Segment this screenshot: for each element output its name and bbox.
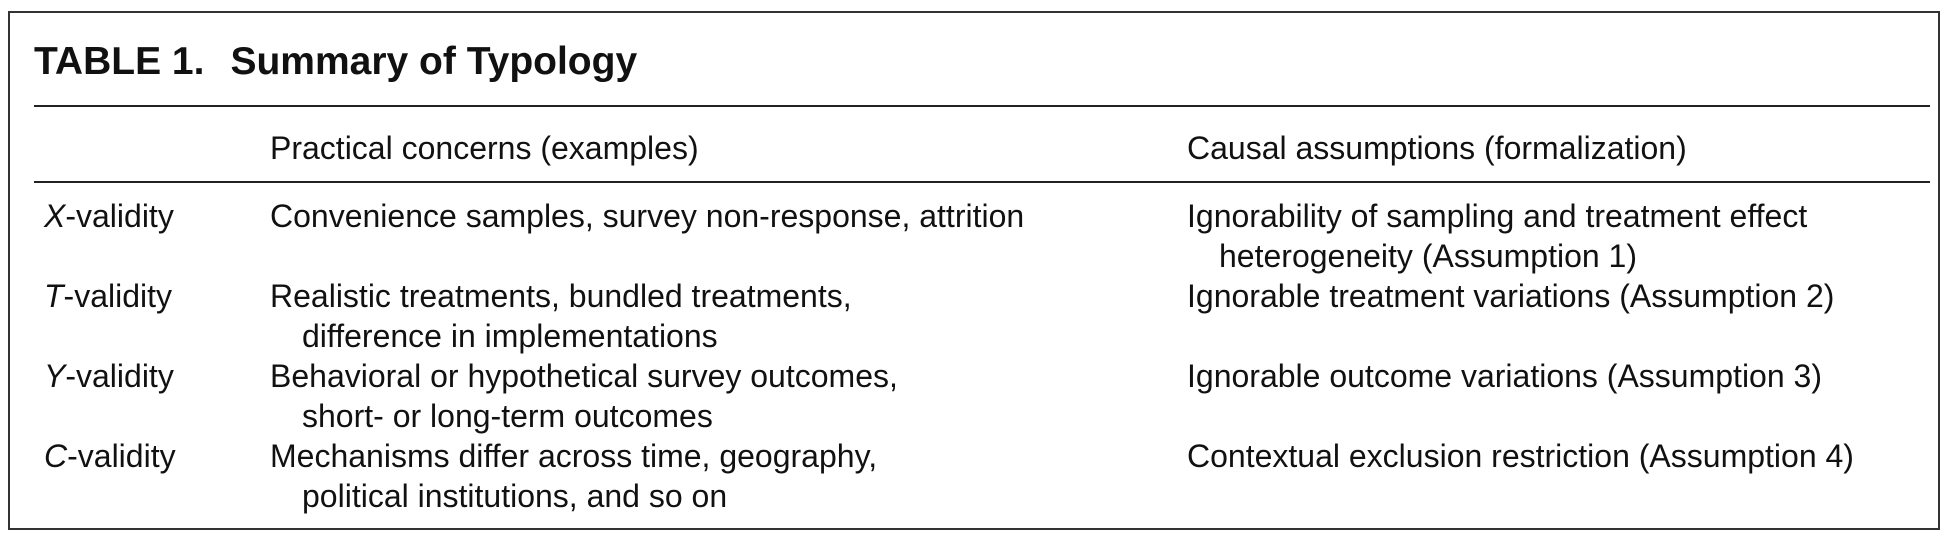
- assumption-line-1: Ignorability of sampling and treatment e…: [1187, 198, 1808, 234]
- concerns-line-2: short- or long-term outcomes: [302, 398, 713, 434]
- row-label-suffix: -validity: [63, 278, 173, 314]
- concerns-line-2: political institutions, and so on: [302, 478, 728, 514]
- row-label-suffix: -validity: [65, 198, 174, 234]
- table-title: TABLE 1. Summary of Typology: [34, 39, 637, 86]
- row-label: T-validity: [44, 276, 172, 316]
- row-label: C-validity: [44, 436, 176, 476]
- row-concerns: Mechanisms differ across time, geography…: [270, 436, 877, 516]
- row-label-letter: T: [44, 278, 64, 314]
- top-rule: [34, 105, 1930, 107]
- row-assumption: Ignorable treatment variations (Assumpti…: [1187, 276, 1834, 316]
- concerns-line-1: Behavioral or hypothetical survey outcom…: [270, 358, 898, 394]
- header-practical-concerns: Practical concerns (examples): [270, 130, 699, 166]
- concerns-line-1: Mechanisms differ across time, geography…: [270, 438, 878, 474]
- header-causal-assumptions: Causal assumptions (formalization): [1187, 130, 1687, 166]
- table-frame: TABLE 1. Summary of Typology Practical co…: [8, 11, 1940, 530]
- row-label: Y-validity: [44, 356, 174, 396]
- concerns-line-1: Convenience samples, survey non-response…: [270, 198, 1025, 234]
- row-concerns: Realistic treatments, bundled treatments…: [270, 276, 852, 356]
- row-label-suffix: -validity: [65, 358, 174, 394]
- row-assumption: Ignorable outcome variations (Assumption…: [1187, 356, 1822, 396]
- row-label: X-validity: [44, 196, 174, 236]
- row-assumption: Contextual exclusion restriction (Assump…: [1187, 436, 1854, 476]
- assumption-line-1: Contextual exclusion restriction (Assump…: [1187, 438, 1854, 474]
- concerns-line-1: Realistic treatments, bundled treatments…: [270, 278, 852, 314]
- row-label-letter: Y: [44, 358, 66, 394]
- assumption-line-2: heterogeneity (Assumption 1): [1219, 238, 1637, 274]
- row-label-letter: X: [44, 198, 66, 234]
- concerns-line-2: difference in implementations: [302, 318, 718, 354]
- table-title-text: Summary of Typology: [230, 40, 638, 83]
- row-assumption: Ignorability of sampling and treatment e…: [1187, 196, 1807, 276]
- assumption-line-1: Ignorable treatment variations (Assumpti…: [1187, 278, 1835, 314]
- header-rule: [34, 181, 1930, 183]
- table-number: TABLE 1.: [34, 40, 205, 83]
- row-label-letter: C: [44, 438, 68, 474]
- row-concerns: Convenience samples, survey non-response…: [270, 196, 1024, 236]
- assumption-line-1: Ignorable outcome variations (Assumption…: [1187, 358, 1822, 394]
- row-concerns: Behavioral or hypothetical survey outcom…: [270, 356, 898, 436]
- row-label-suffix: -validity: [67, 438, 176, 474]
